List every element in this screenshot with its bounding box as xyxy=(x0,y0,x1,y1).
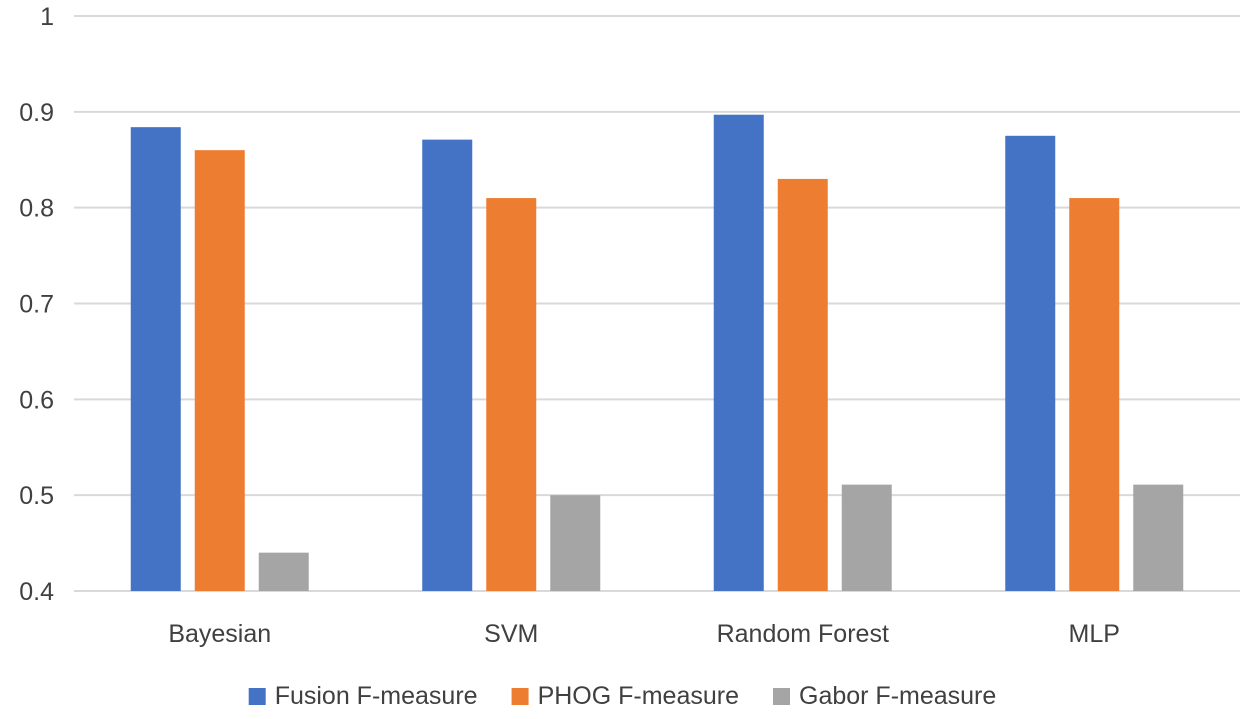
bar-fusion-f-measure-bayesian xyxy=(130,127,181,592)
legend-swatch xyxy=(248,688,266,705)
legend-item-fusion-f-measure: Fusion F-measure xyxy=(248,682,478,710)
y-tick-label: 0.9 xyxy=(19,99,54,127)
y-tick-label: 1 xyxy=(40,3,54,31)
x-axis-category-labels: Bayesian SVM Random Forest MLP xyxy=(168,620,1120,648)
legend-label: Gabor F-measure xyxy=(799,682,996,710)
bars xyxy=(130,114,1184,592)
bar-fusion-f-measure-svm xyxy=(422,139,473,591)
bar-phog-f-measure-bayesian xyxy=(194,150,245,591)
legend-label: Fusion F-measure xyxy=(275,682,478,710)
legend-label: PHOG F-measure xyxy=(538,682,739,710)
x-category-label: Bayesian xyxy=(168,620,271,648)
bar-gabor-f-measure-bayesian xyxy=(258,552,309,591)
bar-fusion-f-measure-random-forest xyxy=(713,114,764,591)
legend-item-gabor-f-measure: Gabor F-measure xyxy=(773,682,996,710)
bar-gabor-f-measure-svm xyxy=(550,495,601,591)
legend-swatch xyxy=(511,688,529,705)
legend: Fusion F-measure PHOG F-measure Gabor F-me… xyxy=(248,682,996,710)
legend-swatch xyxy=(773,688,790,705)
legend-item-phog-f-measure: PHOG F-measure xyxy=(511,682,739,710)
bar-gabor-f-measure-random-forest xyxy=(841,484,892,591)
bar-gabor-f-measure-mlp xyxy=(1133,484,1184,591)
x-category-label: MLP xyxy=(1069,620,1120,648)
bar-phog-f-measure-mlp xyxy=(1069,198,1120,592)
y-tick-label: 0.6 xyxy=(19,386,54,414)
bar-fusion-f-measure-mlp xyxy=(1005,135,1056,591)
y-axis-tick-labels: 0.4 0.5 0.6 0.7 0.8 0.9 1 xyxy=(19,3,54,606)
bar-phog-f-measure-svm xyxy=(486,198,537,592)
y-tick-label: 0.4 xyxy=(19,578,54,606)
bar-phog-f-measure-random-forest xyxy=(777,178,828,591)
x-category-label: SVM xyxy=(484,620,538,648)
y-tick-label: 0.7 xyxy=(19,291,54,319)
y-tick-label: 0.5 xyxy=(19,482,54,510)
y-tick-label: 0.8 xyxy=(19,195,54,223)
x-category-label: Random Forest xyxy=(717,620,889,648)
gridlines xyxy=(74,15,1240,592)
